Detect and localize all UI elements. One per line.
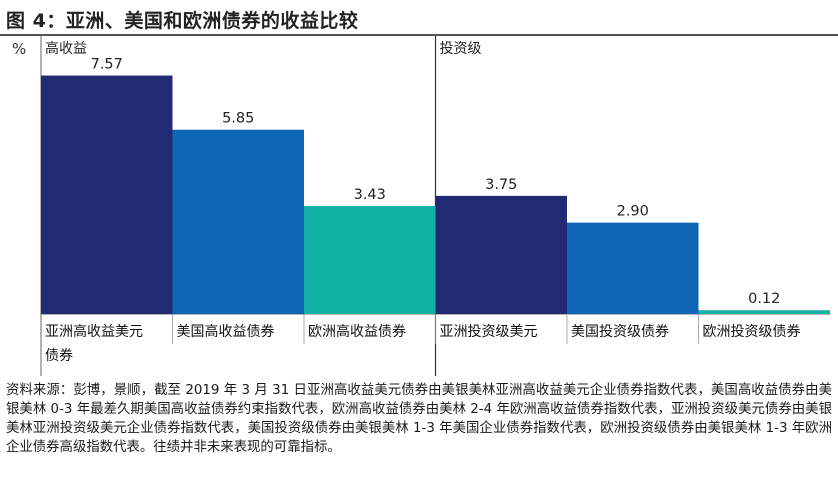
source-note: 资料来源：彭博，景顺，截至 2019 年 3 月 31 日亚洲高收益美元债券由美…: [6, 383, 832, 455]
value-label: 5.85: [222, 111, 254, 127]
group-label: 投资级: [440, 41, 482, 57]
bar: [304, 205, 436, 314]
category-label: 美国高收益债券: [177, 323, 275, 340]
bar: [41, 75, 173, 314]
category-label: 欧洲高收益债券: [308, 323, 406, 340]
chart-title: 图 4：亚洲、美国和欧洲债券的收益比较: [6, 10, 359, 32]
category-label: 债券: [45, 348, 73, 364]
value-label: 2.90: [617, 204, 649, 220]
category-label: 欧洲投资级债券: [703, 324, 801, 340]
bar: [435, 195, 567, 314]
value-label: 0.12: [748, 291, 780, 307]
group-label: 高收益: [45, 40, 87, 57]
bar: [172, 129, 304, 314]
title-divider: [0, 34, 838, 36]
value-label: 7.57: [91, 57, 123, 73]
bar-chart: % 7.57 5.85 3.43 3.75 2.90 0.12 亚洲高收益美元债券 美国高收…: [12, 36, 830, 376]
category-label: 亚洲投资级美元: [440, 324, 538, 340]
category-label: 亚洲高收益美元: [45, 323, 143, 340]
y-unit-label: %: [12, 40, 26, 58]
value-label: 3.43: [354, 187, 386, 203]
bar: [567, 222, 699, 314]
value-label: 3.75: [485, 177, 517, 193]
bar: [698, 310, 830, 314]
category-label: 美国投资级债券: [571, 324, 669, 340]
